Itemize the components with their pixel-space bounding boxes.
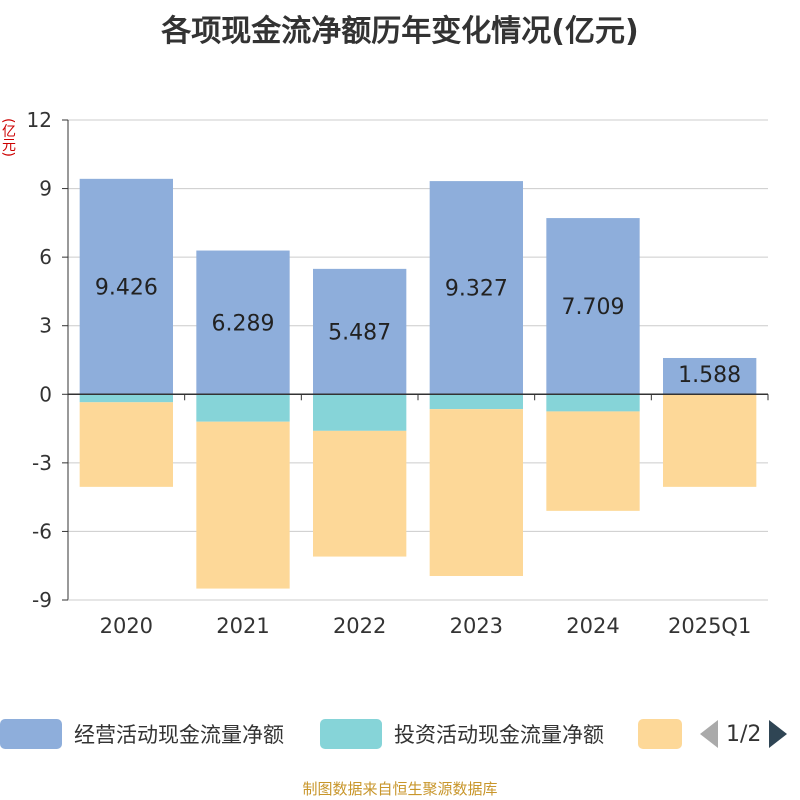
legend-page-indicator: 1/2 <box>726 721 762 747</box>
data-label-operating-2024: 7.709 <box>562 295 625 320</box>
x-tick-label: 2021 <box>216 614 269 638</box>
legend-item-third-series[interactable] <box>638 714 682 754</box>
y-tick-label: 9 <box>39 177 52 201</box>
x-tick-label: 2022 <box>333 614 386 638</box>
bar-third-series-2020 <box>79 402 173 487</box>
y-tick-label: 3 <box>39 314 52 338</box>
bar-investing-2020 <box>79 394 173 403</box>
x-tick-label: 2025Q1 <box>668 614 751 638</box>
data-label-operating-2020: 9.426 <box>95 276 158 301</box>
x-tick-label: 2023 <box>450 614 503 638</box>
data-label-operating-2021: 6.289 <box>212 311 275 336</box>
legend-label-investing: 投资活动现金流量净额 <box>394 723 604 747</box>
bar-investing-2023 <box>429 394 523 410</box>
legend-prev-arrow-icon[interactable] <box>700 720 718 748</box>
y-tick-label: 6 <box>39 245 52 269</box>
bar-third-series-2021 <box>196 421 290 589</box>
bar-third-series-2025Q1 <box>663 394 757 487</box>
source-note: 制图数据来自恒生聚源数据库 <box>302 780 498 798</box>
legend: 经营活动现金流量净额 投资活动现金流量净额 <box>0 714 800 754</box>
legend-next-arrow-icon[interactable] <box>769 720 788 748</box>
bar-operating-2022 <box>313 268 407 395</box>
x-tick-label: 2020 <box>100 614 153 638</box>
bar-operating-2021 <box>196 250 290 395</box>
y-axis-unit-label: (亿元) <box>0 118 16 157</box>
bar-operating-2024 <box>546 218 640 395</box>
legend-label-operating: 经营活动现金流量净额 <box>74 723 284 747</box>
chart-title: 各项现金流净额历年变化情况(亿元) <box>161 14 639 49</box>
legend-swatch-operating <box>0 719 62 749</box>
data-label-operating-2023: 9.327 <box>445 277 508 302</box>
bar-third-series-2023 <box>429 409 523 576</box>
legend-item-operating[interactable]: 经营活动现金流量净额 <box>0 714 284 754</box>
legend-swatch-third-series <box>638 719 682 749</box>
data-label-operating-2022: 5.487 <box>328 321 391 346</box>
data-label-operating-2025Q1: 1.588 <box>678 363 741 388</box>
bar-operating-2020 <box>79 178 173 395</box>
y-tick-label: -9 <box>32 588 52 612</box>
bar-operating-2025Q1 <box>663 357 757 395</box>
legend-swatch-investing <box>320 719 382 749</box>
bar-third-series-2024 <box>546 411 640 511</box>
bar-investing-2024 <box>546 394 640 412</box>
y-tick-label: -6 <box>32 519 52 543</box>
y-tick-label: -3 <box>32 451 52 475</box>
x-tick-label: 2024 <box>566 614 619 638</box>
bar-operating-2023 <box>429 181 523 395</box>
bar-investing-2022 <box>313 394 407 431</box>
bar-third-series-2022 <box>313 430 407 557</box>
legend-item-investing[interactable]: 投资活动现金流量净额 <box>320 714 604 754</box>
legend-pager: 1/2 <box>700 714 788 754</box>
y-tick-label: 0 <box>39 382 52 406</box>
y-tick-label: 12 <box>27 108 52 132</box>
bar-investing-2021 <box>196 394 290 422</box>
